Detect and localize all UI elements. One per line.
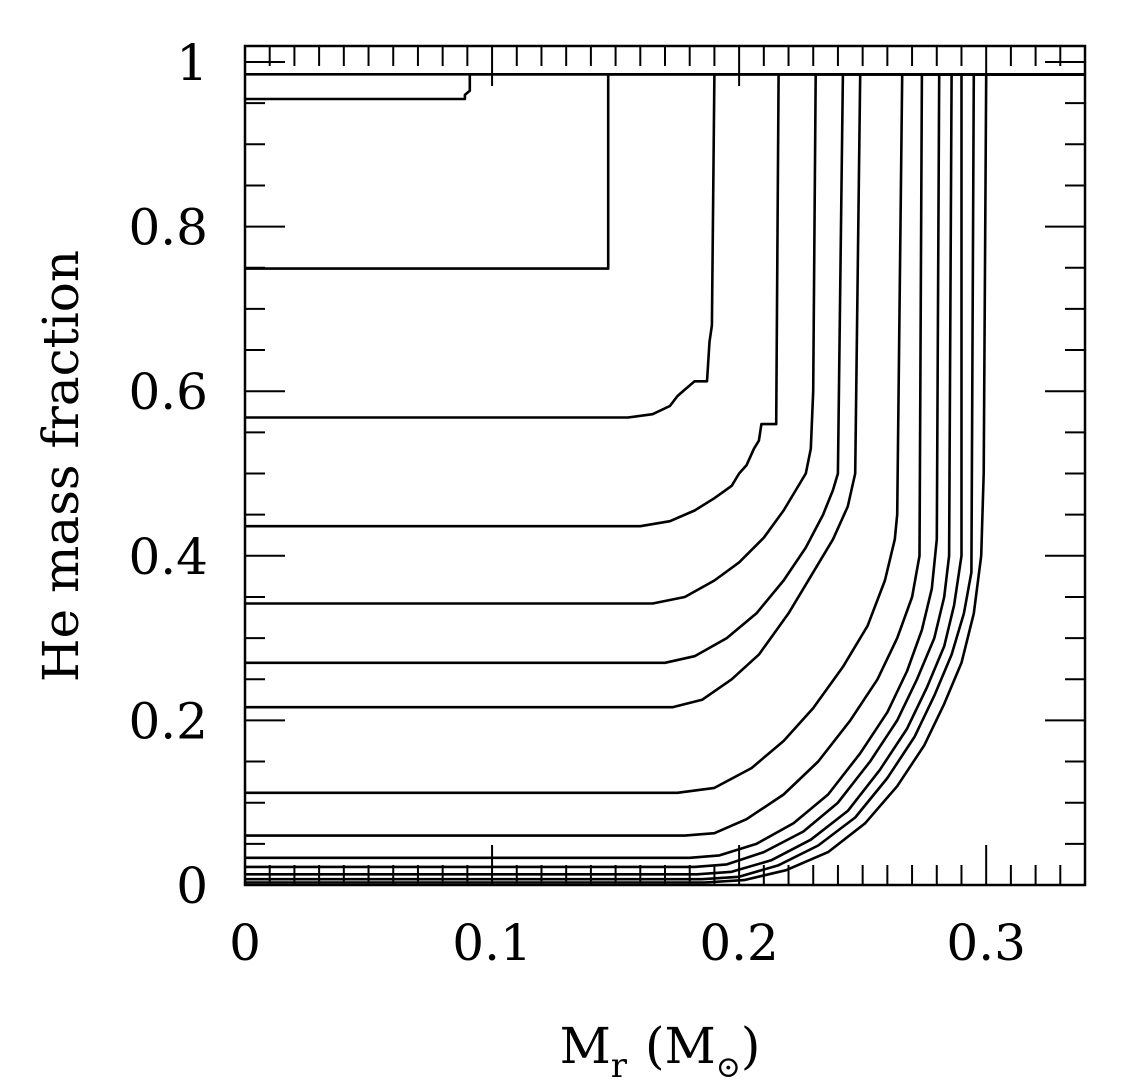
series-curve-3 [245, 73, 1085, 419]
series-curves [245, 73, 1085, 884]
y-tick-label: 0.6 [128, 363, 208, 421]
x-axis-label-sun-symbol: ⊙ [716, 1050, 741, 1085]
series-curve-12 [245, 73, 1085, 876]
x-tick-label: 0 [229, 914, 261, 972]
series-curve-13 [245, 73, 1085, 881]
x-axis-label-unit-close: ) [741, 1017, 761, 1075]
x-axis-label: Mr (M⊙) [560, 1017, 761, 1086]
series-curve-4 [245, 73, 1085, 528]
y-tick-label: 0.4 [128, 528, 208, 586]
x-tick-label: 0.2 [699, 914, 779, 972]
plot-frame [243, 44, 1087, 887]
x-tick-label: 0.3 [946, 914, 1026, 972]
series-curve-5 [245, 73, 1085, 605]
y-tick-label: 0.2 [128, 692, 208, 750]
series-curve-11 [245, 73, 1085, 869]
series-curve-6 [245, 73, 1085, 665]
series-curve-7 [245, 73, 1085, 709]
series-curve-14 [245, 73, 1085, 884]
series-curve-9 [245, 73, 1085, 837]
series-curve-1 [245, 73, 1085, 101]
y-tick-label: 1 [176, 34, 208, 92]
y-tick-label: 0 [176, 857, 208, 915]
series-curve-2 [245, 73, 1085, 270]
x-axis-label-subscript: r [611, 1046, 628, 1086]
y-axis-label: He mass fraction [32, 250, 90, 682]
series-curve-10 [245, 73, 1085, 860]
series-curve-8 [245, 73, 1085, 795]
x-axis-label-main: M [560, 1017, 611, 1075]
x-tick-label: 0.1 [452, 914, 532, 972]
y-tick-label: 0.8 [128, 199, 208, 257]
axis-ticks [244, 46, 1086, 886]
tick-labels: 0 0.1 0.2 0.3 0 0.2 0.4 0.6 0.8 1 [128, 34, 1025, 972]
x-axis-label-unit-open: (M [645, 1017, 716, 1075]
